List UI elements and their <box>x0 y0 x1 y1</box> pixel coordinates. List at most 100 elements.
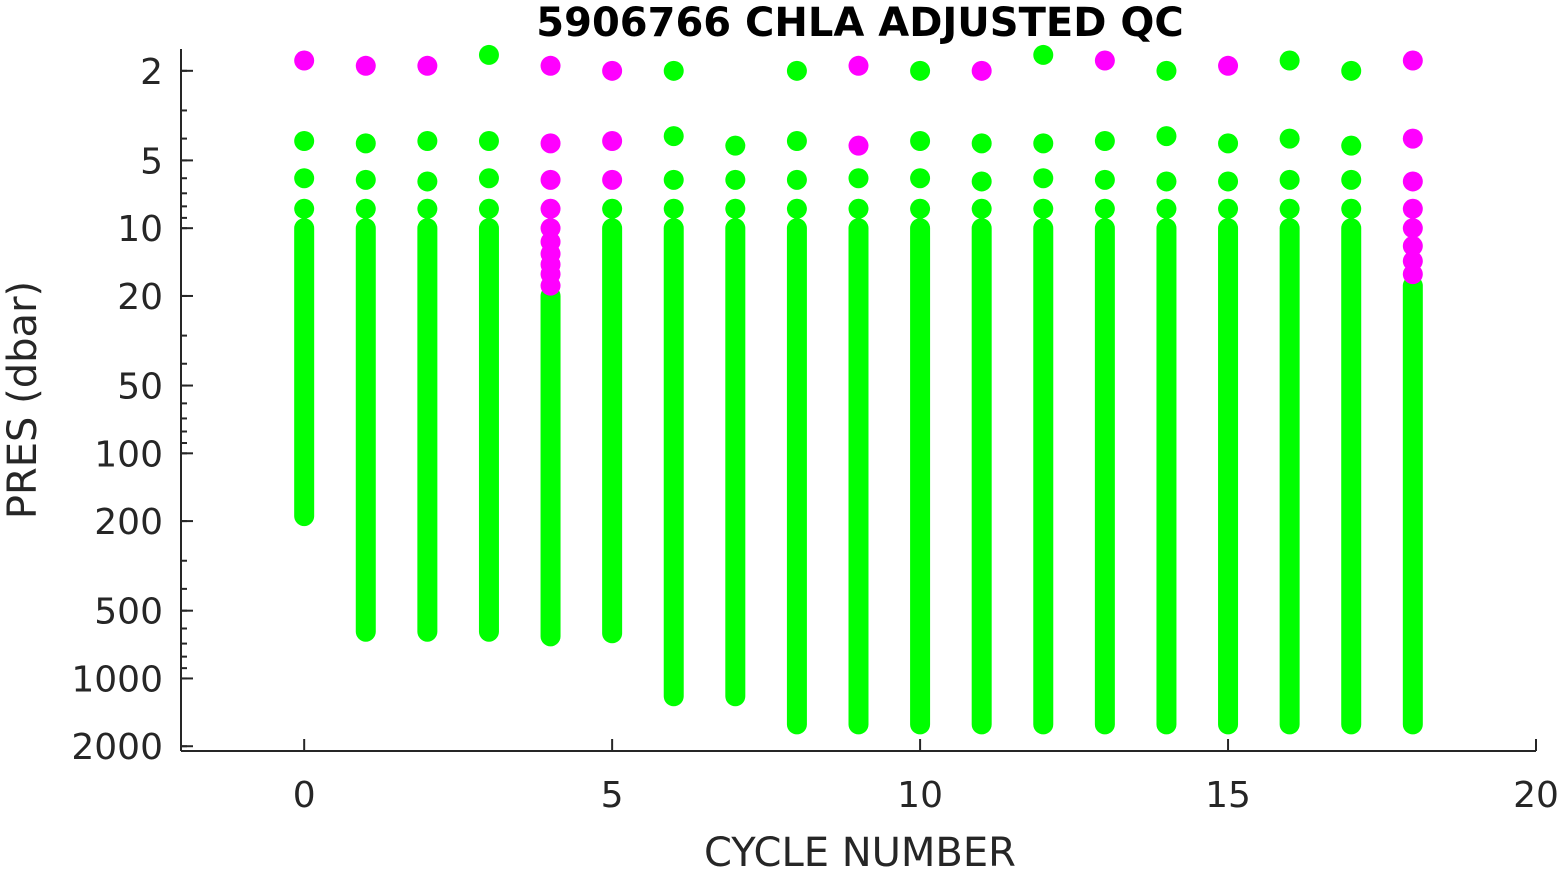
point-good <box>478 198 499 219</box>
y-tick-label: 1000 <box>71 659 163 700</box>
point-good <box>910 60 931 81</box>
point-good <box>1341 169 1362 190</box>
point-good <box>1156 126 1177 147</box>
point-flagged <box>294 50 315 71</box>
point-good <box>910 198 931 219</box>
point-good <box>1094 169 1115 190</box>
point-flagged <box>1402 50 1423 71</box>
point-flagged <box>355 55 376 76</box>
point-good <box>1156 171 1177 192</box>
y-tick-label: 10 <box>117 209 163 250</box>
point-good <box>1033 168 1054 189</box>
y-tick-label: 5 <box>140 141 163 182</box>
point-good <box>663 60 684 81</box>
point-good <box>417 131 438 152</box>
x-tick-label: 15 <box>1205 775 1251 816</box>
x-tick-label: 0 <box>293 775 316 816</box>
y-axis-label: PRES (dbar) <box>0 281 46 519</box>
point-good <box>663 198 684 219</box>
point-flagged <box>540 218 561 239</box>
point-flagged <box>1094 50 1115 71</box>
point-good <box>971 198 992 219</box>
point-flagged <box>540 55 561 76</box>
point-good <box>786 60 807 81</box>
point-good <box>294 198 315 219</box>
point-flagged <box>602 169 623 190</box>
data-marks <box>294 44 1423 735</box>
point-good <box>478 131 499 152</box>
point-good <box>725 198 746 219</box>
point-good <box>910 168 931 189</box>
y-tick-label: 100 <box>94 434 163 475</box>
point-good <box>355 133 376 154</box>
point-flagged <box>540 198 561 219</box>
point-good <box>1279 169 1300 190</box>
x-axis-label: CYCLE NUMBER <box>704 830 1016 870</box>
point-flagged <box>602 131 623 152</box>
point-good <box>971 133 992 154</box>
point-good <box>1033 133 1054 154</box>
point-good <box>1156 198 1177 219</box>
y-tick-label: 2000 <box>71 727 163 768</box>
point-good <box>355 198 376 219</box>
point-good <box>1094 198 1115 219</box>
point-good <box>1218 198 1239 219</box>
point-good <box>294 168 315 189</box>
point-good <box>478 168 499 189</box>
point-flagged <box>971 60 992 81</box>
point-good <box>786 169 807 190</box>
point-flagged <box>540 169 561 190</box>
y-tick-label: 500 <box>94 592 163 633</box>
point-good <box>725 135 746 156</box>
y-tick-label: 20 <box>117 277 163 318</box>
point-good <box>725 169 746 190</box>
point-good <box>1341 135 1362 156</box>
y-tick-label: 50 <box>117 367 163 408</box>
point-good <box>1033 44 1054 65</box>
point-good <box>1156 60 1177 81</box>
point-good <box>1218 171 1239 192</box>
point-good <box>1279 50 1300 71</box>
point-flagged <box>1402 198 1423 219</box>
point-good <box>1279 198 1300 219</box>
point-flagged <box>1402 236 1423 257</box>
point-good <box>971 171 992 192</box>
point-good <box>1341 198 1362 219</box>
point-good <box>1218 133 1239 154</box>
point-good <box>848 198 869 219</box>
point-good <box>1279 128 1300 149</box>
point-good <box>478 44 499 65</box>
point-flagged <box>602 60 623 81</box>
point-flagged <box>848 135 869 156</box>
point-good <box>1094 131 1115 152</box>
point-good <box>417 198 438 219</box>
point-good <box>355 169 376 190</box>
point-good <box>1033 198 1054 219</box>
point-good <box>1341 60 1362 81</box>
point-flagged <box>417 55 438 76</box>
x-tick-label: 20 <box>1513 775 1559 816</box>
point-good <box>786 198 807 219</box>
point-good <box>910 131 931 152</box>
point-flagged <box>540 133 561 154</box>
y-tick-label: 2 <box>140 52 163 93</box>
point-good <box>417 171 438 192</box>
point-flagged <box>1402 264 1423 285</box>
point-flagged <box>1218 55 1239 76</box>
point-flagged <box>848 55 869 76</box>
point-good <box>786 131 807 152</box>
point-flagged <box>1402 171 1423 192</box>
point-good <box>663 126 684 147</box>
chart-title: 5906766 CHLA ADJUSTED QC <box>536 0 1183 46</box>
point-good <box>663 169 684 190</box>
x-tick-label: 5 <box>601 775 624 816</box>
point-good <box>602 198 623 219</box>
x-tick-label: 10 <box>897 775 943 816</box>
point-flagged <box>540 275 561 296</box>
point-good <box>848 168 869 189</box>
y-tick-label: 200 <box>94 502 163 543</box>
point-flagged <box>1402 218 1423 239</box>
